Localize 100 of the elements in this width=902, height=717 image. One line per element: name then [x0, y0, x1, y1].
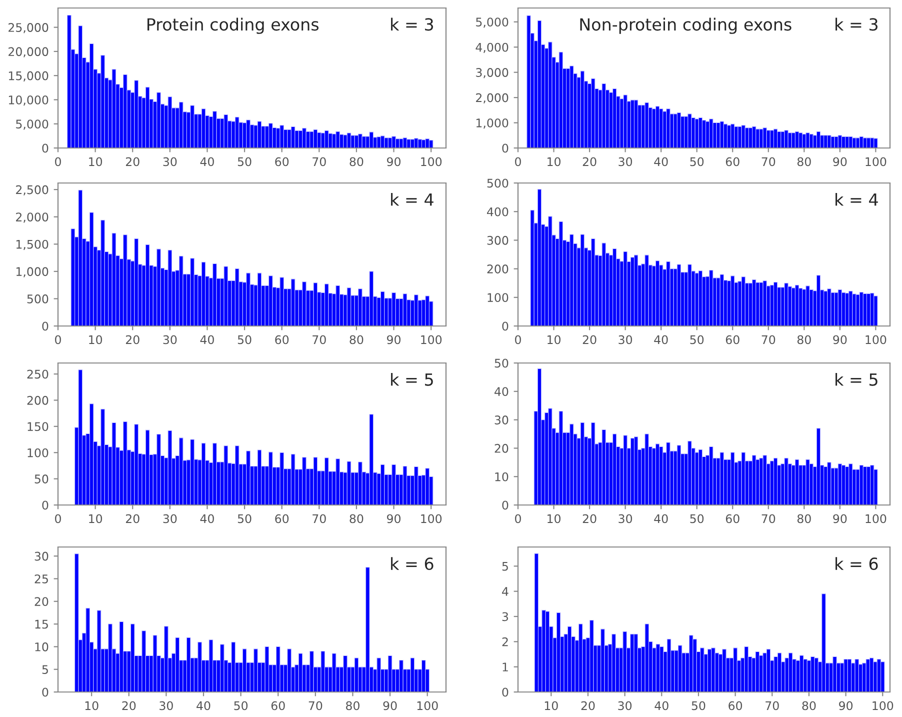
- y-tick-label: 150: [28, 422, 48, 432]
- y-tick-label: 200: [27, 396, 48, 405]
- y-tick-label: 3: [502, 612, 508, 622]
- x-tick-label: 70: [762, 514, 776, 524]
- y-tick-label: 1,000: [476, 118, 508, 129]
- x-tick-label: 50: [238, 335, 252, 344]
- x-tick-label: 10: [544, 701, 558, 710]
- x-tick-label: 80: [797, 335, 811, 344]
- x-tick-label: 90: [833, 335, 847, 344]
- x-tick-label: 90: [387, 335, 400, 344]
- y-tick-label: 0: [502, 322, 508, 331]
- x-tick-label: 80: [346, 701, 360, 710]
- x-tick-label: 70: [312, 335, 326, 344]
- x-tick-label: 20: [126, 335, 140, 344]
- y-tick-label: 20,000: [8, 47, 48, 58]
- y-tick-label: 400: [487, 207, 508, 216]
- y-tick-label: 30: [34, 552, 48, 561]
- y-tick-label: 25: [34, 574, 48, 584]
- x-tick-label: 60: [726, 157, 740, 166]
- x-tick-label: 50: [690, 335, 704, 344]
- y-tick-label: 100: [488, 293, 508, 302]
- x-tick-label: 100: [866, 335, 886, 344]
- x-tick-label: 20: [582, 157, 596, 166]
- x-tick-label: 20: [126, 157, 140, 166]
- x-tick-label: 50: [690, 514, 704, 524]
- x-tick-label: 0: [55, 514, 61, 524]
- y-tick-label: 500: [27, 294, 48, 304]
- x-tick-label: 80: [350, 157, 364, 166]
- x-tick-label: 30: [163, 335, 177, 344]
- x-tick-label: 20: [126, 514, 140, 524]
- y-tick-label: 20: [34, 597, 48, 606]
- x-tick-label: 20: [581, 701, 595, 710]
- x-tick-label: 70: [308, 701, 322, 710]
- x-tick-label: 90: [833, 157, 847, 166]
- x-tick-label: 0: [55, 335, 61, 344]
- x-tick-label: 40: [200, 514, 214, 524]
- annotation: k = 6: [836, 557, 878, 570]
- y-tick-label: 0: [42, 322, 48, 331]
- y-tick-label: 4,000: [476, 42, 508, 53]
- x-tick-label: 10: [89, 514, 102, 524]
- x-tick-label: 20: [582, 514, 596, 524]
- y-tick-label: 5,000: [476, 18, 508, 28]
- y-tick-label: 2,000: [476, 93, 508, 104]
- x-tick-label: 30: [163, 157, 177, 166]
- annotation: k = 3: [391, 18, 434, 31]
- x-tick-label: 100: [421, 335, 442, 344]
- y-tick-label: 4: [502, 587, 508, 596]
- y-tick-label: 500: [487, 178, 508, 188]
- x-tick-label: 60: [726, 335, 740, 344]
- x-tick-label: 40: [654, 514, 668, 524]
- x-tick-label: 100: [872, 701, 894, 710]
- x-tick-label: 70: [762, 157, 776, 166]
- x-tick-label: 10: [548, 514, 560, 524]
- y-tick-label: 0: [42, 144, 48, 153]
- y-tick-label: 250: [27, 370, 48, 379]
- x-tick-label: 90: [833, 514, 847, 524]
- y-tick-label: 10: [35, 642, 48, 652]
- x-tick-label: 60: [275, 335, 289, 344]
- x-tick-label: 100: [866, 514, 886, 524]
- x-tick-label: 30: [160, 701, 173, 710]
- x-tick-label: 0: [515, 335, 521, 344]
- x-tick-label: 60: [275, 514, 289, 524]
- x-tick-label: 10: [85, 701, 98, 710]
- y-tick-label: 5: [42, 665, 48, 674]
- y-tick-label: 0: [42, 688, 48, 697]
- x-tick-label: 90: [387, 514, 400, 524]
- y-tick-label: 5,000: [16, 120, 48, 130]
- y-tick-label: 40: [494, 387, 508, 396]
- x-tick-label: 10: [89, 335, 102, 344]
- x-tick-label: 50: [234, 701, 248, 710]
- y-tick-label: 15: [35, 620, 48, 629]
- x-tick-label: 70: [766, 701, 779, 710]
- x-tick-label: 70: [762, 335, 776, 344]
- y-tick-label: 3,000: [476, 68, 508, 78]
- x-tick-label: 50: [238, 514, 252, 524]
- x-tick-label: 70: [312, 514, 326, 524]
- x-tick-label: 30: [618, 335, 632, 344]
- y-tick-label: 1,500: [16, 240, 48, 250]
- x-tick-label: 0: [515, 514, 521, 524]
- x-tick-label: 60: [275, 157, 289, 166]
- y-tick-label: 0: [42, 500, 48, 510]
- x-tick-label: 80: [350, 335, 364, 344]
- y-tick-label: 50: [494, 358, 508, 368]
- y-tick-label: 0: [502, 688, 508, 697]
- y-tick-label: 30: [494, 416, 508, 424]
- y-tick-label: 50: [34, 474, 48, 484]
- text: Protein coding exons: [148, 18, 319, 34]
- x-tick-label: 70: [312, 157, 326, 166]
- x-tick-label: 30: [618, 514, 632, 524]
- annotation: k = 4: [391, 193, 434, 206]
- x-tick-label: 60: [728, 701, 742, 710]
- y-tick-label: 0: [502, 500, 508, 510]
- y-tick-label: 2: [502, 637, 508, 646]
- x-tick-label: 0: [515, 157, 521, 166]
- x-tick-label: 0: [55, 157, 61, 166]
- x-tick-label: 100: [866, 157, 886, 166]
- y-tick-label: 15,000: [8, 71, 48, 82]
- x-tick-label: 80: [802, 701, 816, 710]
- x-tick-label: 40: [654, 335, 668, 344]
- x-tick-label: 40: [654, 701, 668, 710]
